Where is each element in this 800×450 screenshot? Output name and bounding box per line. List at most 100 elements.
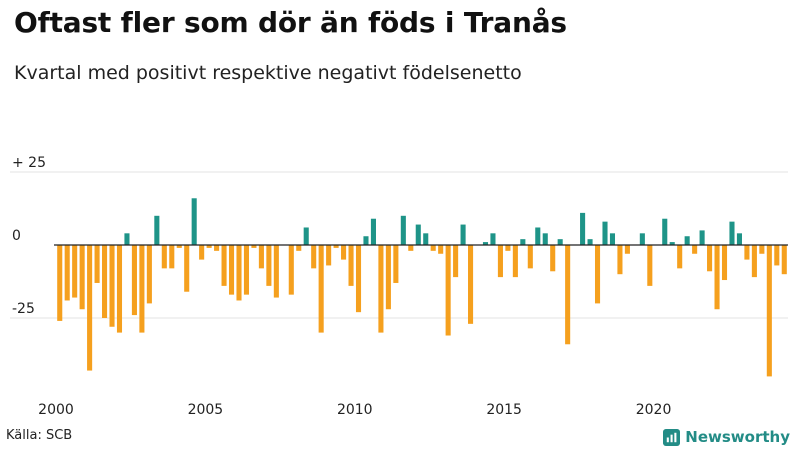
bar-positive bbox=[460, 224, 466, 245]
bar-negative bbox=[497, 245, 503, 278]
bar-negative bbox=[116, 245, 123, 333]
bar-negative bbox=[565, 245, 571, 345]
bar-positive bbox=[587, 239, 593, 245]
bar-negative bbox=[355, 245, 362, 313]
bar-positive bbox=[729, 221, 735, 245]
bar-negative bbox=[184, 245, 190, 292]
bar-positive bbox=[542, 233, 548, 245]
bar-negative bbox=[707, 245, 713, 272]
bar-positive bbox=[580, 212, 586, 245]
bar-negative bbox=[781, 245, 787, 275]
bar-positive bbox=[669, 242, 675, 245]
bar-positive bbox=[400, 215, 406, 245]
bar-negative bbox=[296, 245, 302, 251]
bar-negative bbox=[430, 245, 436, 251]
bar-negative bbox=[318, 245, 324, 333]
bar-negative bbox=[79, 245, 85, 310]
bar-negative bbox=[273, 245, 279, 298]
bar-negative bbox=[408, 245, 414, 251]
bar-negative bbox=[109, 245, 115, 327]
newsworthy-icon bbox=[663, 428, 681, 446]
bar-negative bbox=[766, 245, 772, 377]
bar-positive bbox=[303, 227, 309, 245]
bar-negative bbox=[677, 245, 683, 269]
bar-positive bbox=[639, 233, 645, 245]
bar-negative bbox=[206, 245, 212, 248]
bar-negative bbox=[721, 245, 728, 281]
bar-positive bbox=[154, 215, 160, 245]
bar-negative bbox=[617, 245, 623, 275]
bar-negative bbox=[445, 245, 451, 336]
x-tick-label: 2005 bbox=[188, 402, 224, 418]
bar-negative bbox=[326, 245, 332, 266]
bar-positive bbox=[535, 227, 541, 245]
x-tick-label: 2020 bbox=[636, 402, 672, 418]
bar-negative bbox=[759, 245, 765, 254]
newsworthy-logo[interactable]: Newsworthy bbox=[663, 428, 790, 446]
bar-negative bbox=[393, 245, 399, 283]
y-tick-label: 0 bbox=[12, 228, 21, 244]
bar-negative bbox=[64, 245, 70, 301]
bar-negative bbox=[176, 245, 182, 248]
y-tick-label: -25 bbox=[12, 301, 35, 317]
bar-positive bbox=[415, 224, 421, 245]
bar-negative bbox=[550, 245, 556, 272]
bar-positive bbox=[363, 236, 369, 245]
bar-negative bbox=[311, 245, 317, 269]
bar-negative bbox=[527, 245, 533, 269]
bar-negative bbox=[348, 245, 354, 286]
bar-negative bbox=[266, 245, 272, 286]
bar-negative bbox=[87, 245, 93, 371]
bar-positive bbox=[482, 242, 489, 245]
bar-negative bbox=[214, 245, 220, 251]
bar-negative bbox=[512, 245, 518, 278]
brand-name: Newsworthy bbox=[685, 428, 790, 446]
bar-negative bbox=[333, 245, 339, 248]
bar-negative bbox=[258, 245, 264, 269]
bar-negative bbox=[169, 245, 175, 269]
bar-positive bbox=[557, 239, 563, 245]
bar-positive bbox=[736, 233, 742, 245]
bar-negative bbox=[139, 245, 145, 333]
bar-positive bbox=[423, 233, 429, 245]
bar-negative bbox=[221, 245, 227, 286]
source-label: Källa: SCB bbox=[6, 428, 73, 443]
bar-negative bbox=[236, 245, 242, 301]
bar-positive bbox=[191, 198, 197, 245]
bar-negative bbox=[647, 245, 653, 286]
y-tick-label: + 25 bbox=[12, 155, 46, 171]
bar-negative bbox=[199, 245, 205, 260]
bar-negative bbox=[744, 245, 750, 260]
bar-positive bbox=[602, 221, 608, 245]
bar-negative bbox=[341, 245, 347, 260]
bar-negative bbox=[102, 245, 108, 318]
bar-negative bbox=[714, 245, 720, 310]
bar-negative bbox=[774, 245, 780, 266]
bar-positive bbox=[609, 233, 616, 245]
bar-negative bbox=[692, 245, 698, 254]
bar-negative bbox=[251, 245, 257, 248]
bar-negative bbox=[228, 245, 235, 295]
bar-positive bbox=[490, 233, 496, 245]
bar-negative bbox=[505, 245, 511, 251]
bar-negative bbox=[751, 245, 757, 278]
chart-subtitle: Kvartal med positivt respektive negativt… bbox=[14, 62, 522, 84]
x-tick-label: 2000 bbox=[38, 402, 74, 418]
bar-negative bbox=[385, 245, 391, 310]
bar-negative bbox=[146, 245, 152, 304]
bar-negative bbox=[288, 245, 294, 295]
bar-negative bbox=[94, 245, 100, 283]
bar-negative bbox=[438, 245, 444, 254]
bar-negative bbox=[468, 245, 474, 324]
bar-negative bbox=[594, 245, 601, 304]
bar-negative bbox=[624, 245, 630, 254]
bar-positive bbox=[684, 236, 690, 245]
x-tick-label: 2015 bbox=[486, 402, 522, 418]
bar-positive bbox=[699, 230, 705, 245]
bar-negative bbox=[161, 245, 167, 269]
bar-negative bbox=[453, 245, 459, 278]
bar-positive bbox=[124, 233, 130, 245]
bar-positive bbox=[520, 239, 526, 245]
chart-title: Oftast fler som dör än föds i Tranås bbox=[14, 6, 567, 39]
